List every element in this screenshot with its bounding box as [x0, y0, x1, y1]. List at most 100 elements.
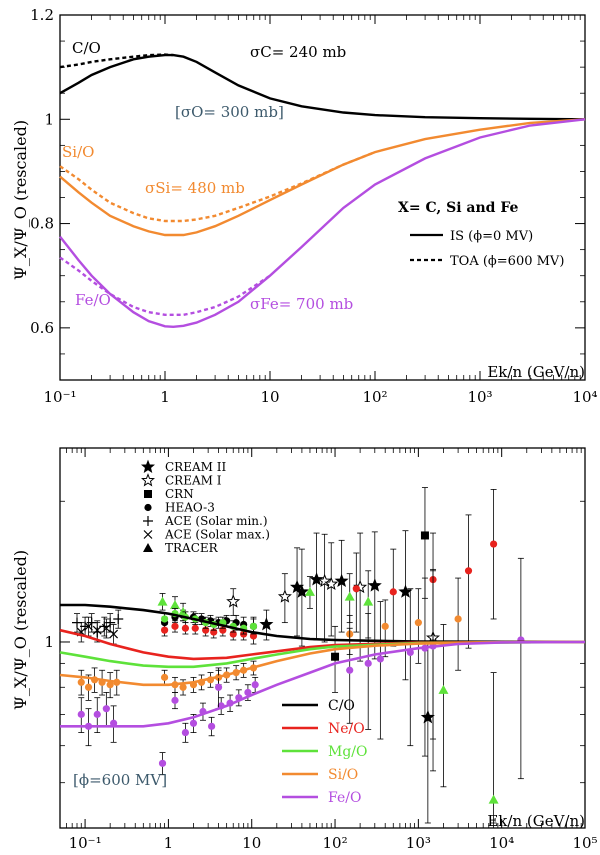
- top-x-tick-label: 10: [260, 388, 279, 406]
- bottom-series-feo: [60, 640, 586, 728]
- legend-marker-triangle: [143, 543, 153, 552]
- bottom-y-tick-label: 1: [44, 633, 54, 651]
- bottom-x-tick-label: 10²: [322, 834, 347, 852]
- data-point-crn: [420, 531, 429, 540]
- bottom-legend-ratios: C/O Ne/O Mg/O Si/O Fe/O: [282, 698, 368, 806]
- data-point-si-o-points: [77, 678, 85, 686]
- data-point-tracer: [304, 586, 315, 596]
- data-point-fe-o-points: [214, 683, 223, 691]
- data-point-si-o-points: [106, 681, 114, 689]
- data-point-mg-o-points: [249, 622, 258, 630]
- bottom-axes: 10⁻¹ 1 10 10² 10³ 10⁴ 10⁵ 1: [44, 448, 598, 852]
- legend-label-dataset: ACE (Solar max.): [164, 528, 270, 542]
- data-point-fe-o-points: [244, 688, 252, 697]
- data-point-ace-solar-min: [113, 613, 124, 624]
- bottom-y-axis-label: Ψ_X/Ψ_O (rescaled): [11, 550, 30, 710]
- legend-label-dataset: TRACER: [165, 541, 219, 555]
- data-point-si-o-points: [454, 615, 462, 623]
- legend-label-dataset: CREAM I: [165, 474, 222, 488]
- legend-marker-square: [144, 490, 152, 498]
- top-x-tick-label: 10²: [362, 388, 387, 406]
- legend-label-ratio: Mg/O: [328, 744, 368, 760]
- annotation-sigma-c: σC= 240 mb: [250, 43, 346, 61]
- top-series-feo-dashed: [59, 256, 271, 316]
- data-point-cream-i: [324, 576, 339, 591]
- data-point-fe-o-points: [189, 719, 198, 727]
- data-point-ne-o-points: [181, 624, 190, 632]
- data-point-ace-solar-min: [105, 617, 116, 628]
- data-point-ne-o-points: [490, 540, 498, 548]
- data-point-ne-o-points: [191, 624, 199, 632]
- data-point-cream-ii: [420, 709, 435, 724]
- legend-marker-star-filled: [141, 459, 155, 474]
- top-y-tick-label: 1: [44, 110, 54, 128]
- top-axes: 10⁻¹ 1 10 10² 10³ 10⁴ 0.6 0.8 1 1.2: [30, 6, 597, 406]
- top-y-tick-label: 1.2: [30, 6, 54, 24]
- top-legend-label-toa: TOA (ϕ=600 MV): [450, 254, 564, 269]
- bottom-x-tick-label: 10: [242, 834, 261, 852]
- bottom-x-tick-label: 10⁴: [489, 834, 514, 852]
- data-point-ne-o-points: [389, 588, 397, 596]
- data-point-fe-o-points: [364, 659, 372, 667]
- data-point-fe-o-points: [93, 710, 101, 718]
- data-point-tracer: [363, 596, 374, 606]
- data-point-si-o-points: [160, 673, 169, 681]
- legend-label-ratio: C/O: [328, 698, 355, 714]
- data-point-tracer: [157, 596, 168, 606]
- data-point-cream-ii: [309, 572, 324, 586]
- data-point-tracer: [344, 591, 355, 601]
- top-x-axis-label: Ek/n (GeV/n): [487, 363, 585, 381]
- legend-marker-circle: [144, 503, 152, 512]
- data-point-cream-ii: [294, 584, 309, 598]
- top-y-tick-label: 0.8: [30, 215, 54, 233]
- data-point-si-o-points: [84, 683, 93, 691]
- bottom-x-tick-label: 1: [164, 834, 174, 852]
- bottom-series-mgo: [59, 640, 586, 669]
- data-point-ne-o-points: [160, 626, 169, 634]
- data-point-cream-i: [277, 589, 292, 603]
- data-point-cream-ii: [259, 617, 274, 631]
- bottom-series-sio: [59, 640, 586, 687]
- top-y-tick-label: 0.6: [30, 319, 54, 337]
- data-point-ace-solar-max: [92, 625, 102, 635]
- annotation-sigma-fe: σFe= 700 mb: [250, 295, 353, 313]
- data-point-mg-o-points: [160, 615, 169, 623]
- top-chart: 10⁻¹ 1 10 10² 10³ 10⁴ 0.6 0.8 1 1.2 Ψ_X/Ψ_O (resc…: [11, 6, 598, 406]
- data-point-cream-ii: [334, 573, 349, 588]
- data-point-cream-ii: [367, 578, 382, 592]
- top-legend: X= C, Si and Fe IS (ϕ=0 MV) TOA (ϕ=600 M…: [398, 200, 564, 269]
- top-x-tick-label: 10⁻¹: [43, 388, 76, 406]
- data-point-fe-o-points: [171, 696, 179, 704]
- data-point-fe-o-points: [77, 710, 85, 718]
- bottom-x-tick-label: 10⁵: [572, 834, 597, 852]
- top-series-sio-solid: [59, 118, 586, 237]
- annotation-sigma-si: σSi= 480 mb: [145, 179, 245, 197]
- legend-label-dataset: ACE (Solar min.): [164, 514, 268, 528]
- data-point-fe-o-points: [102, 705, 110, 713]
- legend-label-ratio: Ne/O: [328, 721, 365, 737]
- data-point-cream-i: [226, 594, 241, 608]
- bottom-x-tick-label: 10³: [406, 834, 431, 852]
- data-point-tracer: [438, 684, 449, 694]
- legend-label-dataset: CRN: [165, 487, 194, 501]
- top-y-axis-label: Ψ_X/Ψ_O (rescaled): [11, 120, 30, 280]
- data-point-tracer: [169, 599, 180, 609]
- data-point-cream-ii: [398, 584, 413, 598]
- data-point-fe-o-points: [158, 759, 167, 767]
- data-point-ace-solar-max: [84, 621, 93, 631]
- top-x-tick-label: 10³: [467, 388, 492, 406]
- data-point-ne-o-points: [464, 567, 473, 575]
- data-point-ace-solar-max: [101, 623, 111, 633]
- annotation-phi: [ϕ=600 MV]: [73, 771, 167, 789]
- top-x-tick-label: 1: [160, 388, 170, 406]
- bottom-data-points: [72, 487, 525, 824]
- data-point-fe-o-points: [181, 728, 190, 737]
- data-point-fe-o-points: [251, 681, 259, 689]
- legend-label-dataset: HEAO-3: [165, 501, 215, 515]
- annotation-co: C/O: [72, 39, 101, 57]
- legend-marker-star-open: [141, 473, 155, 487]
- top-series: [59, 53, 586, 329]
